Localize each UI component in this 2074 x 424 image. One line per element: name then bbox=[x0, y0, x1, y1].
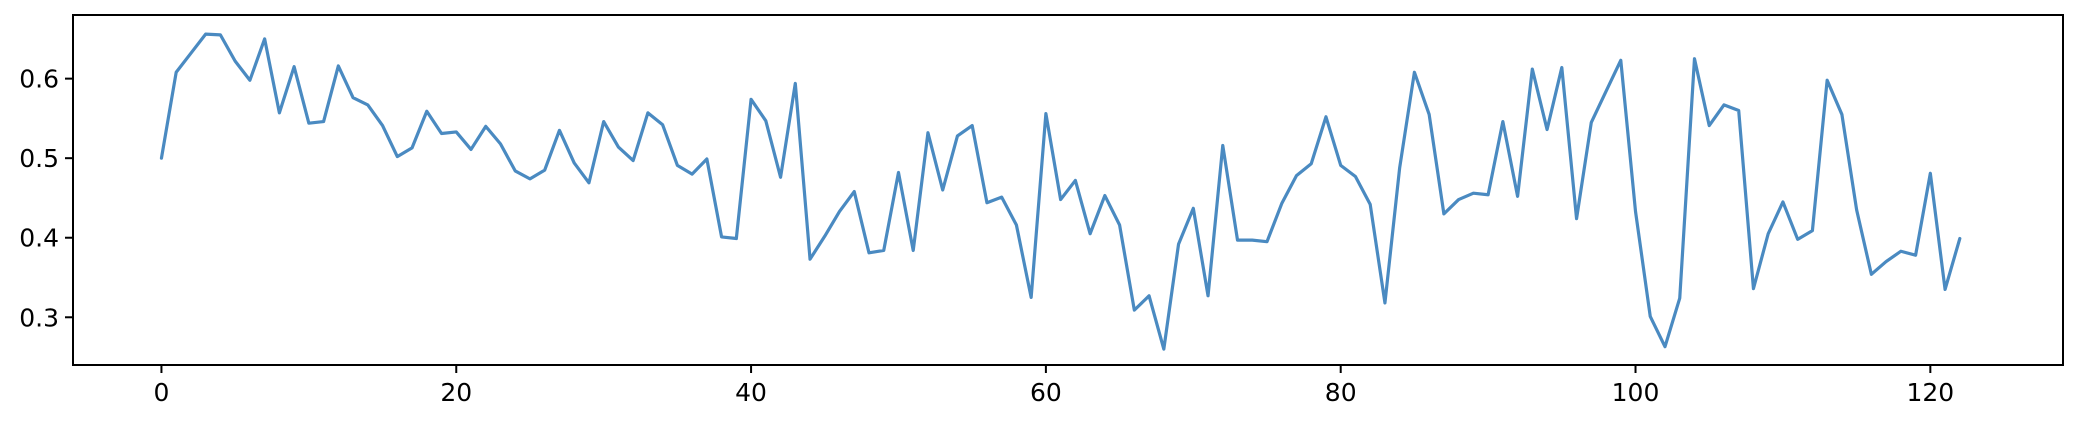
y-tick-label: 0.5 bbox=[19, 144, 59, 173]
x-tick-label: 80 bbox=[1325, 378, 1357, 407]
x-axis: 0 20 40 60 80 100 120 bbox=[153, 365, 1954, 407]
y-tick-label: 0.6 bbox=[19, 65, 59, 94]
x-tick-label: 40 bbox=[735, 378, 767, 407]
y-axis: 0.3 0.4 0.5 0.6 bbox=[19, 65, 73, 332]
y-tick-label: 0.4 bbox=[19, 224, 59, 253]
series-line bbox=[159, 32, 1962, 351]
x-tick-label: 60 bbox=[1030, 378, 1062, 407]
y-tick-label: 0.3 bbox=[19, 303, 59, 332]
x-tick-label: 120 bbox=[1906, 378, 1954, 407]
axes-frame bbox=[72, 14, 2064, 366]
x-tick-label: 100 bbox=[1612, 378, 1660, 407]
x-tick-label: 0 bbox=[153, 378, 169, 407]
series-layer bbox=[159, 32, 1962, 351]
x-tick-label: 20 bbox=[440, 378, 472, 407]
